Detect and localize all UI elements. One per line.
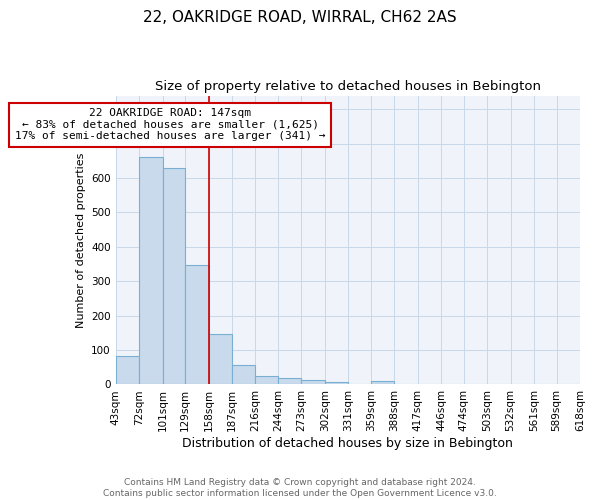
Bar [371,381,394,384]
Bar [139,158,163,384]
Bar [325,382,348,384]
Y-axis label: Number of detached properties: Number of detached properties [76,152,86,328]
X-axis label: Distribution of detached houses by size in Bebington: Distribution of detached houses by size … [182,437,513,450]
Bar [278,378,301,384]
Title: Size of property relative to detached houses in Bebington: Size of property relative to detached ho… [155,80,541,93]
Bar [256,376,278,384]
Bar [301,380,325,384]
Bar [185,265,209,384]
Text: Contains HM Land Registry data © Crown copyright and database right 2024.
Contai: Contains HM Land Registry data © Crown c… [103,478,497,498]
Bar [232,365,256,384]
Text: 22 OAKRIDGE ROAD: 147sqm
← 83% of detached houses are smaller (1,625)
17% of sem: 22 OAKRIDGE ROAD: 147sqm ← 83% of detach… [15,108,325,142]
Bar [116,356,139,384]
Bar [209,334,232,384]
Bar [163,168,185,384]
Text: 22, OAKRIDGE ROAD, WIRRAL, CH62 2AS: 22, OAKRIDGE ROAD, WIRRAL, CH62 2AS [143,10,457,25]
